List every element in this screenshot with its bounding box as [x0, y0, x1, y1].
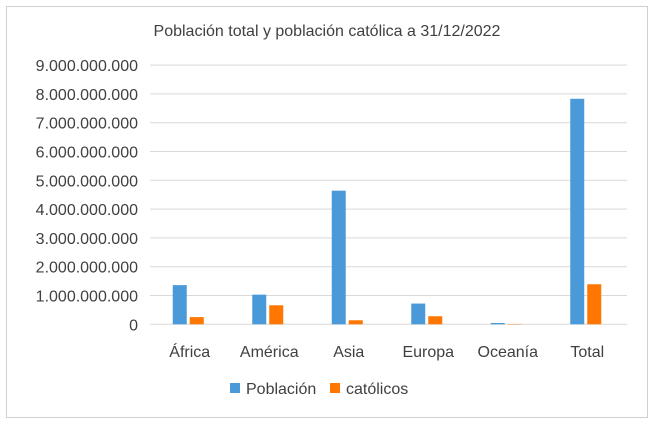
- bar-Población: [252, 294, 267, 325]
- x-tick-label: África: [169, 342, 210, 361]
- chart-frame: [6, 6, 648, 418]
- legend-label: católicos: [346, 381, 408, 398]
- y-tick-label: 0: [129, 317, 138, 334]
- y-tick-label: 9.000.000.000: [36, 58, 138, 75]
- y-tick-label: 8.000.000.000: [36, 87, 138, 104]
- bar-católicos: [348, 320, 363, 325]
- bar-Población: [411, 303, 426, 325]
- y-tick-label: 5.000.000.000: [36, 173, 138, 190]
- legend-label: Población: [246, 381, 316, 398]
- legend-swatch: [230, 383, 240, 393]
- bar-Población: [331, 190, 346, 325]
- x-tick-label: Total: [570, 344, 604, 361]
- y-tick-label: 4.000.000.000: [36, 202, 138, 219]
- bar-católicos: [269, 305, 284, 325]
- bar-católicos: [428, 316, 443, 325]
- bar-Población: [570, 98, 585, 325]
- x-tick-label: América: [240, 344, 299, 361]
- y-tick-label: 2.000.000.000: [36, 260, 138, 277]
- bar-Población: [490, 323, 505, 325]
- bar-Población: [172, 285, 187, 325]
- y-tick-label: 6.000.000.000: [36, 145, 138, 162]
- y-tick-label: 3.000.000.000: [36, 231, 138, 248]
- y-tick-label: 7.000.000.000: [36, 116, 138, 133]
- x-tick-label: Asia: [333, 344, 364, 361]
- y-tick-label: 1.000.000.000: [36, 289, 138, 306]
- bar-católicos: [587, 284, 602, 325]
- chart-title: Población total y población católica a 3…: [154, 23, 501, 40]
- bar-católicos: [189, 317, 204, 325]
- x-tick-label: Oceanía: [478, 344, 539, 361]
- legend-swatch: [330, 383, 340, 393]
- x-tick-label: Europa: [402, 344, 454, 361]
